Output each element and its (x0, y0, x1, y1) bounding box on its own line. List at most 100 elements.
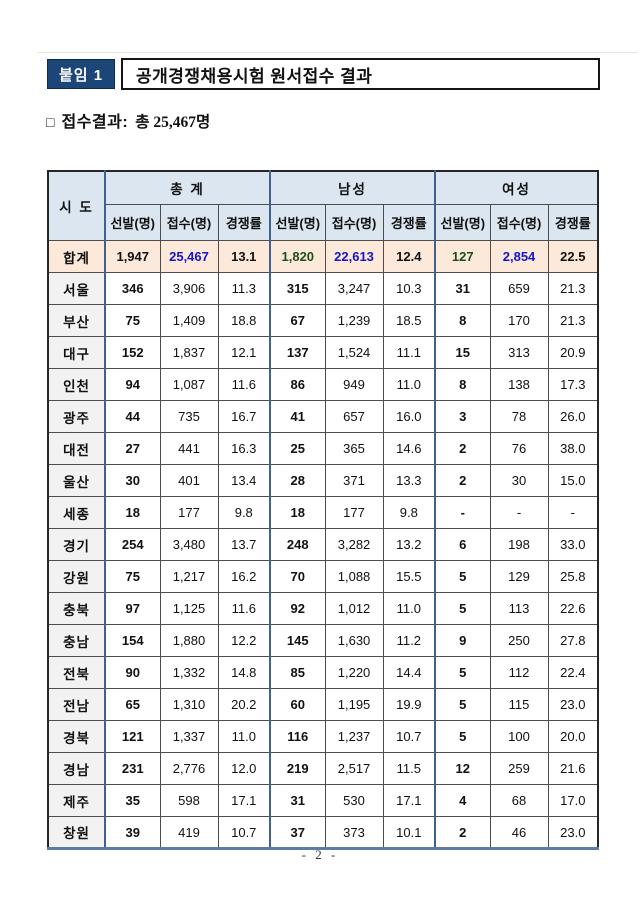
value-cell: 14.8 (217, 656, 271, 689)
value-cell: 315 (269, 272, 326, 305)
value-cell: 22.6 (547, 592, 599, 625)
value-cell: 1,239 (324, 304, 384, 337)
value-cell: 13.2 (382, 528, 436, 561)
value-cell: 11.5 (382, 752, 436, 785)
value-cell: 9.8 (382, 496, 436, 529)
region-cell: 제주 (47, 784, 106, 817)
value-cell: 25,467 (159, 240, 219, 273)
value-cell: 12.0 (217, 752, 271, 785)
value-cell: 21.3 (547, 304, 599, 337)
column-group-female: 여성 (434, 170, 599, 205)
region-cell: 강원 (47, 560, 106, 593)
table-row: 충북 97 1,125 11.6 92 1,012 11.0 5 113 22.6 (47, 592, 599, 625)
table-row: 강원 75 1,217 16.2 70 1,088 15.5 5 129 25.8 (47, 560, 599, 593)
region-cell: 창원 (47, 816, 106, 849)
column-group-total: 총 계 (103, 170, 271, 205)
value-cell: 1,217 (159, 560, 219, 593)
value-cell: 5 (434, 656, 491, 689)
region-cell: 경기 (47, 528, 106, 561)
table-row: 창원 39 419 10.7 37 373 10.1 2 46 23.0 (47, 816, 599, 849)
value-cell: 75 (104, 304, 161, 337)
value-cell: 25 (269, 432, 326, 465)
value-cell: 13.1 (217, 240, 271, 273)
value-cell: 371 (324, 464, 384, 497)
table-row: 인천 94 1,087 11.6 86 949 11.0 8 138 17.3 (47, 368, 599, 401)
value-cell: 31 (269, 784, 326, 817)
value-cell: 22.5 (547, 240, 599, 273)
value-cell: 5 (434, 720, 491, 753)
value-cell: 16.2 (217, 560, 271, 593)
value-cell: 949 (324, 368, 384, 401)
value-cell: 33.0 (547, 528, 599, 561)
column-header-applied: 접수(명) (159, 204, 219, 241)
value-cell: 11.6 (217, 368, 271, 401)
value-cell: 16.0 (382, 400, 436, 433)
value-cell: 8 (434, 368, 491, 401)
value-cell: 76 (489, 432, 549, 465)
value-cell: 22,613 (324, 240, 384, 273)
value-cell: 4 (434, 784, 491, 817)
value-cell: 21.3 (547, 272, 599, 305)
summary-line: □ 접수결과: 총 25,467명 (46, 108, 210, 132)
value-cell: 22.4 (547, 656, 599, 689)
value-cell: 530 (324, 784, 384, 817)
region-cell: 부산 (47, 304, 106, 337)
value-cell: 31 (434, 272, 491, 305)
table-row: 경기 254 3,480 13.7 248 3,282 13.2 6 198 33.0 (47, 528, 599, 561)
value-cell: 127 (434, 240, 491, 273)
value-cell: 18.8 (217, 304, 271, 337)
value-cell: 154 (104, 624, 161, 657)
value-cell: 65 (104, 688, 161, 721)
summary-label: 접수결과: (61, 114, 129, 131)
value-cell: 21.6 (547, 752, 599, 785)
table-row: 제주 35 598 17.1 31 530 17.1 4 68 17.0 (47, 784, 599, 817)
value-cell: 15.0 (547, 464, 599, 497)
value-cell: 27.8 (547, 624, 599, 657)
value-cell: 177 (159, 496, 219, 529)
region-cell: 광주 (47, 400, 106, 433)
value-cell: 11.6 (217, 592, 271, 625)
value-cell: 11.2 (382, 624, 436, 657)
value-cell: 2,517 (324, 752, 384, 785)
value-cell: 13.4 (217, 464, 271, 497)
region-cell: 인천 (47, 368, 106, 401)
value-cell: 39 (104, 816, 161, 849)
column-header-ratio: 경쟁률 (547, 204, 599, 241)
value-cell: 30 (104, 464, 161, 497)
value-cell: 60 (269, 688, 326, 721)
value-cell: 14.4 (382, 656, 436, 689)
value-cell: 1,125 (159, 592, 219, 625)
value-cell: 14.6 (382, 432, 436, 465)
value-cell: 100 (489, 720, 549, 753)
table-row: 울산 30 401 13.4 28 371 13.3 2 30 15.0 (47, 464, 599, 497)
value-cell: 86 (269, 368, 326, 401)
column-header-applied: 접수(명) (324, 204, 384, 241)
value-cell: 28 (269, 464, 326, 497)
value-cell: 75 (104, 560, 161, 593)
value-cell: 11.1 (382, 336, 436, 369)
value-cell: 18.5 (382, 304, 436, 337)
table-row: 충남 154 1,880 12.2 145 1,630 11.2 9 250 27.8 (47, 624, 599, 657)
value-cell: 9.8 (217, 496, 271, 529)
column-header-applied: 접수(명) (489, 204, 549, 241)
value-cell: 18 (269, 496, 326, 529)
value-cell: 170 (489, 304, 549, 337)
region-cell: 울산 (47, 464, 106, 497)
value-cell: 1,237 (324, 720, 384, 753)
table-row: 대구 152 1,837 12.1 137 1,524 11.1 15 313 20.9 (47, 336, 599, 369)
value-cell: 231 (104, 752, 161, 785)
application-results-table: 시 도 총 계 남성 여성 선발(명) 접수(명) 경쟁률 선발(명) 접수(명… (47, 170, 600, 850)
column-header-selected: 선발(명) (104, 204, 161, 241)
value-cell: 17.0 (547, 784, 599, 817)
value-cell: 145 (269, 624, 326, 657)
value-cell: 15.5 (382, 560, 436, 593)
value-cell: 1,947 (104, 240, 161, 273)
table-row: 부산 75 1,409 18.8 67 1,239 18.5 8 170 21.3 (47, 304, 599, 337)
value-cell: 441 (159, 432, 219, 465)
value-cell: 1,332 (159, 656, 219, 689)
value-cell: 373 (324, 816, 384, 849)
value-cell: 1,087 (159, 368, 219, 401)
value-cell: 1,820 (269, 240, 326, 273)
page-top-rule (38, 52, 638, 53)
value-cell: 3,282 (324, 528, 384, 561)
